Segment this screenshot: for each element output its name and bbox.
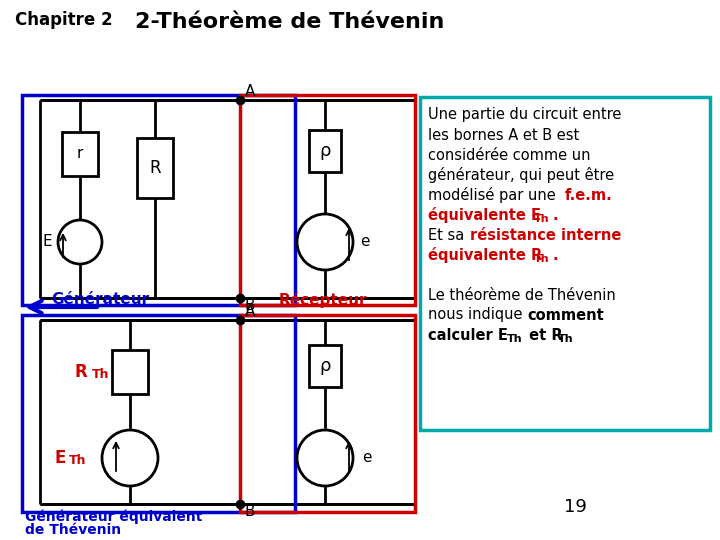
Circle shape bbox=[297, 430, 353, 486]
Bar bbox=[309, 130, 341, 172]
Text: Générateur équivalent: Générateur équivalent bbox=[25, 510, 202, 524]
Text: e: e bbox=[362, 450, 372, 465]
Text: B: B bbox=[245, 299, 256, 314]
Text: Chapitre 2: Chapitre 2 bbox=[15, 11, 112, 29]
Text: r: r bbox=[77, 146, 84, 161]
Text: ρ: ρ bbox=[319, 357, 330, 375]
Text: E: E bbox=[55, 449, 66, 467]
Circle shape bbox=[297, 214, 353, 270]
Text: et R: et R bbox=[524, 327, 562, 342]
Text: A: A bbox=[245, 305, 256, 320]
Text: Et sa: Et sa bbox=[428, 227, 469, 242]
Text: modélisé par une: modélisé par une bbox=[428, 187, 560, 203]
Text: comment: comment bbox=[527, 307, 604, 322]
Text: équivalente E: équivalente E bbox=[428, 207, 541, 223]
Bar bbox=[240, 95, 415, 305]
Text: de Thévenin: de Thévenin bbox=[25, 523, 121, 537]
Text: B: B bbox=[245, 504, 256, 519]
Bar bbox=[62, 132, 98, 176]
Text: .: . bbox=[552, 247, 557, 262]
Text: équivalente R: équivalente R bbox=[428, 247, 542, 263]
Bar bbox=[22, 315, 295, 512]
Bar bbox=[420, 97, 710, 430]
Text: 19: 19 bbox=[564, 498, 586, 516]
Text: Th: Th bbox=[558, 334, 574, 344]
Bar bbox=[137, 138, 173, 198]
Text: Une partie du circuit entre: Une partie du circuit entre bbox=[428, 107, 621, 123]
Text: Récepteur: Récepteur bbox=[279, 292, 367, 308]
Text: ρ: ρ bbox=[319, 142, 330, 160]
Text: Th: Th bbox=[92, 368, 109, 381]
Text: Th: Th bbox=[507, 334, 523, 344]
Bar bbox=[22, 95, 295, 305]
Text: R: R bbox=[75, 363, 88, 381]
Text: 2-Théorème de Thévenin: 2-Théorème de Thévenin bbox=[135, 12, 445, 32]
Text: résistance interne: résistance interne bbox=[470, 227, 621, 242]
Text: générateur, qui peut être: générateur, qui peut être bbox=[428, 167, 614, 183]
Bar bbox=[112, 350, 148, 394]
Text: E: E bbox=[42, 234, 52, 249]
Circle shape bbox=[58, 220, 102, 264]
Text: calculer E: calculer E bbox=[428, 327, 508, 342]
Text: e: e bbox=[360, 234, 369, 249]
Text: nous indique: nous indique bbox=[428, 307, 527, 322]
Text: considérée comme un: considérée comme un bbox=[428, 147, 590, 163]
Circle shape bbox=[102, 430, 158, 486]
Text: Th: Th bbox=[69, 455, 86, 468]
Text: Générateur: Générateur bbox=[51, 293, 149, 307]
Text: A: A bbox=[245, 84, 256, 99]
Text: .: . bbox=[552, 207, 557, 222]
Text: les bornes A et B est: les bornes A et B est bbox=[428, 127, 580, 143]
Text: Le théorème de Thévenin: Le théorème de Thévenin bbox=[428, 287, 616, 302]
Text: f.e.m.: f.e.m. bbox=[565, 187, 613, 202]
Bar bbox=[309, 345, 341, 387]
Text: Th: Th bbox=[534, 214, 549, 224]
Bar bbox=[240, 315, 415, 512]
Text: Th: Th bbox=[534, 254, 549, 264]
Text: R: R bbox=[149, 159, 161, 177]
